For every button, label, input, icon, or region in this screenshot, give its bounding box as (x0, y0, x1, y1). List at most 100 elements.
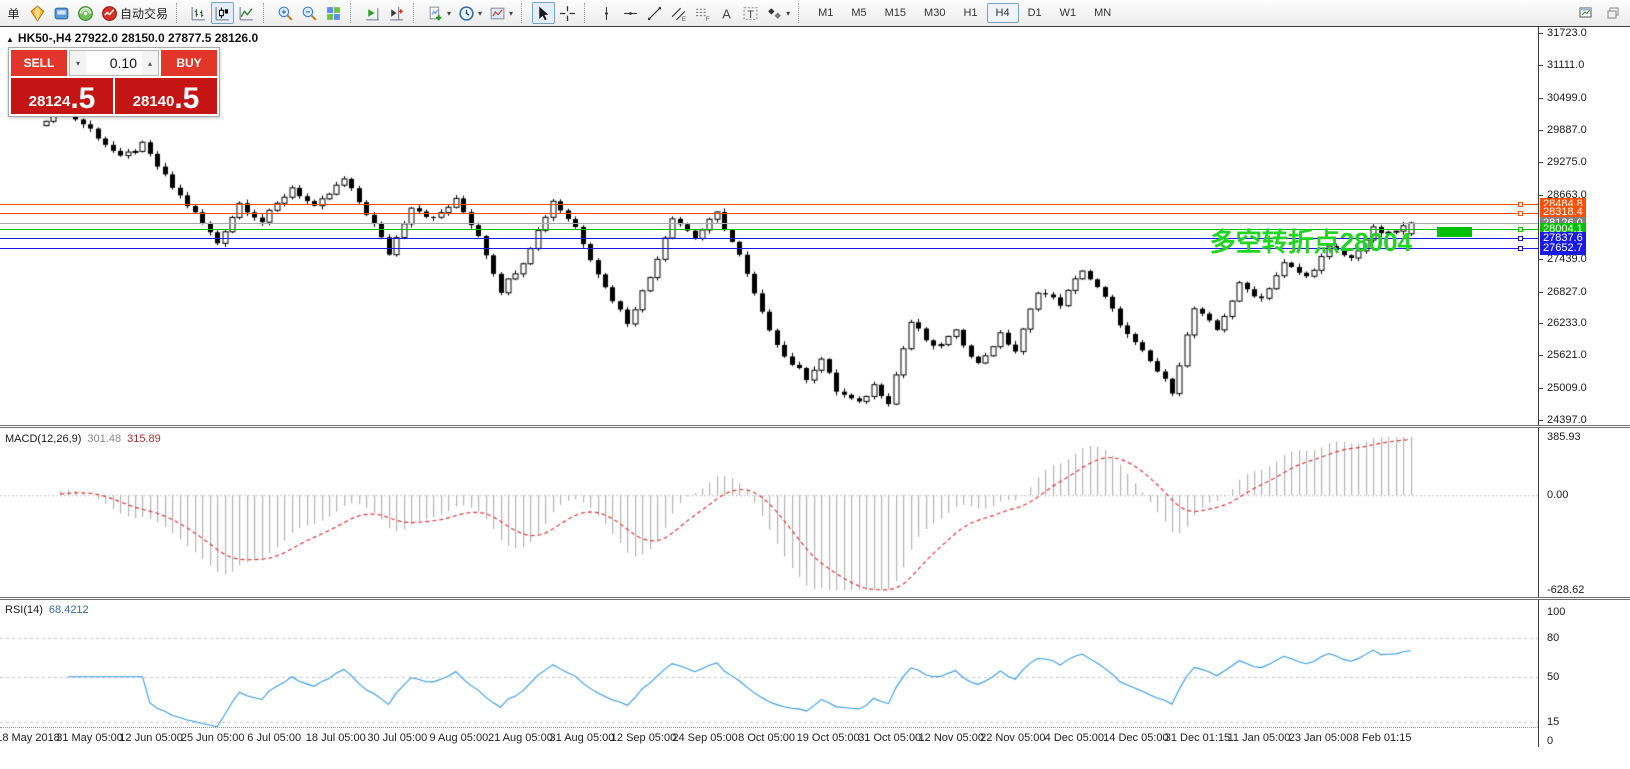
buy-button[interactable]: BUY (161, 50, 217, 76)
rsi-canvas[interactable] (0, 601, 1538, 727)
sell-button[interactable]: SELL (11, 50, 67, 76)
time-axis-label: 31 May 05:00 (56, 732, 123, 744)
templates-button[interactable]: ▾ (486, 2, 516, 24)
toolbar-separator (350, 3, 357, 23)
line-handle[interactable] (1518, 246, 1523, 252)
horizontal-line-button[interactable] (619, 2, 642, 24)
time-axis-label: 25 Jun 05:00 (180, 732, 245, 744)
timeframe-m15-button[interactable]: M15 (884, 7, 907, 19)
price-tick-label: 29887.0 (1547, 123, 1587, 136)
horizontal-line-object[interactable] (0, 248, 1538, 250)
chart-shift-button[interactable] (385, 2, 408, 24)
timeframe-h4-button[interactable]: H4 (986, 3, 1019, 23)
collapse-triangle-icon[interactable]: ▲ (6, 35, 14, 44)
price-tick-mark (1539, 420, 1543, 421)
market-watch-button[interactable] (26, 2, 49, 24)
timeframe-mn-button[interactable]: MN (1094, 7, 1112, 19)
macd-axis-label: 385.93 (1547, 431, 1581, 443)
time-axis-label: 8 Oct 05:00 (738, 732, 796, 744)
signals-button[interactable] (74, 2, 97, 24)
rsi-value: 68.4212 (48, 604, 89, 616)
autotrading-button[interactable]: 自动交易 (98, 2, 171, 24)
toolbar-separator (584, 3, 591, 23)
crosshair-button[interactable] (556, 2, 579, 24)
sell-price-box[interactable]: 28124 .5 (11, 78, 113, 114)
horizontal-line-object[interactable] (0, 212, 1538, 214)
periods-button[interactable]: ▾ (455, 2, 485, 24)
green-rectangle-annotation[interactable] (1437, 227, 1472, 237)
time-axis-label: 12 Jun 05:00 (119, 732, 183, 744)
line-handle[interactable] (1518, 210, 1523, 216)
price-tick-mark (1539, 162, 1543, 164)
channel-button[interactable]: E (667, 2, 690, 24)
price-tick-mark (1539, 355, 1543, 357)
auto-scroll-button[interactable] (361, 2, 384, 24)
bar-chart-button[interactable] (187, 2, 210, 24)
macd-canvas[interactable] (0, 429, 1538, 597)
line-handle[interactable] (1518, 202, 1523, 208)
zoom-in-button[interactable] (274, 2, 297, 24)
vertical-line-button[interactable] (595, 2, 618, 24)
zoom-out-button[interactable] (298, 2, 321, 24)
clock-icon (459, 5, 474, 21)
volume-value[interactable]: 0.10 (109, 55, 137, 71)
timeframe-m5-button[interactable]: M5 (851, 7, 867, 19)
new-chart-window-button[interactable] (1574, 2, 1597, 24)
panel-splitter[interactable] (0, 597, 1630, 600)
equidistant-channel-icon: E (671, 7, 686, 22)
volume-decrease-button[interactable]: ▾ (70, 51, 86, 75)
new-order-button[interactable]: 单 (2, 2, 25, 24)
time-axis-label: 31 Oct 05:00 (858, 732, 922, 744)
candlestick-button[interactable] (211, 2, 235, 24)
price-tick-label: 30499.0 (1547, 91, 1587, 104)
cursor-button[interactable] (532, 2, 556, 24)
line-handle[interactable] (1518, 227, 1523, 233)
timeframe-m1-button[interactable]: M1 (818, 7, 834, 19)
navigator-button[interactable] (50, 2, 73, 24)
svg-text:T: T (747, 8, 754, 20)
shapes-button[interactable]: ▾ (763, 2, 793, 24)
turning-point-annotation[interactable]: 多空转折点28004 (1209, 227, 1412, 257)
fibonacci-button[interactable]: F (691, 2, 714, 24)
price-tick-mark (1539, 129, 1543, 131)
toolbar: 单 自动交易 (0, 0, 1630, 27)
label-button[interactable]: T (739, 2, 762, 24)
toolbar-separator (413, 3, 420, 23)
time-axis-label: 18 Jul 05:00 (305, 732, 366, 744)
timeframe-h1-button[interactable]: H1 (963, 7, 978, 19)
time-axis[interactable]: 18 May 2018 31 May 05:00 12 Jun 05:00 25 Ju… (0, 727, 1630, 769)
price-tick-mark (1539, 194, 1543, 196)
horizontal-line-object[interactable] (0, 204, 1538, 206)
buy-price-main: 28140 (132, 93, 175, 110)
volume-increase-button[interactable]: ▴ (142, 51, 158, 75)
buy-price-box[interactable]: 28140 .5 (115, 78, 217, 114)
line-chart-button[interactable] (235, 2, 258, 24)
time-axis-label: 12 Nov 05:00 (918, 732, 984, 744)
price-chart-canvas[interactable] (0, 27, 1538, 425)
zoom-in-icon (278, 6, 293, 21)
line-handle[interactable] (1518, 236, 1523, 242)
chevron-down-icon: ▾ (478, 8, 483, 18)
autotrading-label: 自动交易 (120, 6, 169, 21)
candlestick-icon (215, 6, 229, 20)
trendline-button[interactable] (643, 2, 666, 24)
autotrading-icon (102, 5, 117, 21)
tile-windows-button[interactable] (322, 2, 345, 24)
market-watch-icon (30, 4, 45, 22)
timeframe-d1-button[interactable]: D1 (1027, 7, 1042, 19)
indicators-button[interactable]: ▾ (424, 2, 454, 24)
timeframe-group: M1 M5 M15 M30 H1 H4 D1 W1 MN (809, 3, 1120, 23)
panel-splitter[interactable] (0, 425, 1630, 428)
sell-price-main: 28124 (28, 93, 71, 110)
horizontal-line-object[interactable] (0, 238, 1538, 240)
price-tick-label: 31111.0 (1547, 59, 1585, 72)
timeframe-m30-button[interactable]: M30 (924, 7, 946, 19)
text-icon: A (722, 6, 731, 21)
time-axis-label: 12 Sep 05:00 (610, 732, 677, 744)
price-axis[interactable]: 31723.0 31111.0 30499.0 29887.0 29275.0 28663… (1538, 27, 1630, 747)
horizontal-line-object[interactable] (0, 229, 1538, 231)
text-button[interactable]: A (715, 2, 738, 24)
timeframe-w1-button[interactable]: W1 (1059, 7, 1077, 19)
window-restore-button[interactable] (1601, 2, 1624, 24)
text-label-icon: T (743, 6, 758, 20)
